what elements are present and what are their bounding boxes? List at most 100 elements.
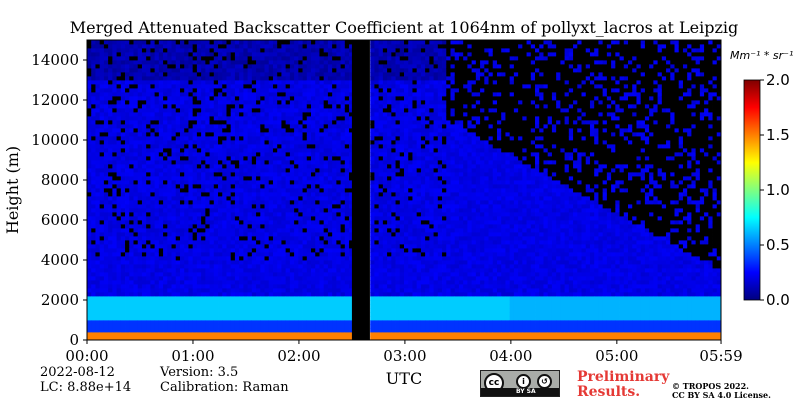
heatmap-cell <box>336 156 341 161</box>
heatmap-cell <box>247 276 253 281</box>
heatmap-cell <box>129 156 134 161</box>
heatmap-cell <box>201 188 206 193</box>
heatmap-cell <box>281 320 287 325</box>
heatmap-cell <box>226 144 232 149</box>
heatmap-cell <box>112 288 117 293</box>
heatmap-cell <box>99 140 105 145</box>
heatmap-cell <box>336 268 341 273</box>
heatmap-cell <box>234 324 240 329</box>
heatmap-cell <box>213 220 219 225</box>
heatmap-cell <box>370 228 375 233</box>
heatmap-cell <box>349 328 354 333</box>
heatmap-cell <box>150 292 156 297</box>
heatmap-cell <box>201 268 206 273</box>
heatmap-cell <box>201 240 206 245</box>
heatmap-cell <box>163 332 168 337</box>
heatmap-cell <box>289 44 295 49</box>
heatmap-cell <box>158 240 164 245</box>
heatmap-cell <box>349 76 354 81</box>
heatmap-cell <box>294 148 299 153</box>
heatmap-cell <box>175 64 181 69</box>
heatmap-cell <box>222 188 227 193</box>
heatmap-cell <box>99 80 105 85</box>
heatmap-cell <box>91 124 96 129</box>
heatmap-cell <box>289 112 295 117</box>
heatmap-cell <box>146 184 151 189</box>
heatmap-cell <box>370 248 375 253</box>
heatmap-cell <box>298 84 303 89</box>
heatmap-cell <box>230 284 236 289</box>
heatmap-cell <box>311 104 316 109</box>
heatmap-cell <box>129 268 134 273</box>
heatmap-cell <box>378 200 384 205</box>
heatmap-cell <box>192 104 198 109</box>
heatmap-cell <box>179 128 185 133</box>
heatmap-cell <box>311 64 316 69</box>
heatmap-cell <box>154 92 160 97</box>
heatmap-cell <box>218 336 223 341</box>
heatmap-cell <box>141 156 147 161</box>
heatmap-cell <box>91 44 96 49</box>
heatmap-cell <box>264 72 270 77</box>
heatmap-cell <box>129 76 134 81</box>
heatmap-cell <box>196 324 202 329</box>
heatmap-cell <box>196 188 202 193</box>
heatmap-cell <box>163 184 168 189</box>
heatmap-cell <box>205 48 210 53</box>
heatmap-cell <box>302 168 308 173</box>
heatmap-cell <box>247 52 253 57</box>
heatmap-cell <box>294 324 299 329</box>
heatmap-cell <box>188 284 194 289</box>
heatmap-cell <box>133 320 139 325</box>
heatmap-cell <box>150 300 156 305</box>
heatmap-cell <box>146 324 151 329</box>
heatmap-cell <box>175 72 181 77</box>
heatmap-cell <box>87 132 92 137</box>
heatmap-cell <box>340 40 346 45</box>
heatmap-cell <box>184 176 189 181</box>
heatmap-cell <box>103 168 109 173</box>
heatmap-cell <box>196 292 202 297</box>
heatmap-cell <box>116 272 122 277</box>
heatmap-cell <box>234 328 240 333</box>
heatmap-cell <box>137 160 143 165</box>
heatmap-cell <box>167 292 172 297</box>
heatmap-cell <box>192 76 198 81</box>
heatmap-cell <box>209 96 215 101</box>
heatmap-cell <box>311 288 316 293</box>
heatmap-cell <box>298 184 303 189</box>
heatmap-cell <box>120 172 126 177</box>
heatmap-cell <box>91 144 96 149</box>
heatmap-cell <box>201 56 206 61</box>
heatmap-cell <box>234 208 240 213</box>
heatmap-cell <box>141 228 147 233</box>
heatmap-cell <box>285 136 291 141</box>
heatmap-cell <box>196 256 202 261</box>
heatmap-cell <box>175 168 181 173</box>
heatmap-cell <box>222 316 227 321</box>
heatmap-cell <box>226 240 232 245</box>
heatmap-cell <box>247 204 253 209</box>
heatmap-cell <box>268 248 274 253</box>
heatmap-cell <box>289 288 295 293</box>
heatmap-cell <box>205 192 210 197</box>
heatmap-cell <box>382 328 388 333</box>
heatmap-cell <box>179 224 185 229</box>
heatmap-cell <box>133 316 139 321</box>
heatmap-cell <box>137 264 143 269</box>
heatmap-cell <box>256 116 261 121</box>
heatmap-cell <box>251 184 257 189</box>
heatmap-cell <box>125 52 130 57</box>
heatmap-cell <box>226 40 232 45</box>
heatmap-cell <box>116 280 122 285</box>
heatmap-cell <box>277 128 282 133</box>
heatmap-cell <box>125 120 130 125</box>
heatmap-cell <box>218 108 223 113</box>
heatmap-cell <box>268 176 274 181</box>
heatmap-cell <box>95 324 101 329</box>
heatmap-cell <box>179 272 185 277</box>
heatmap-cell <box>344 220 350 225</box>
heatmap-cell <box>125 196 130 201</box>
heatmap-cell <box>87 272 92 277</box>
heatmap-cell <box>260 80 265 85</box>
